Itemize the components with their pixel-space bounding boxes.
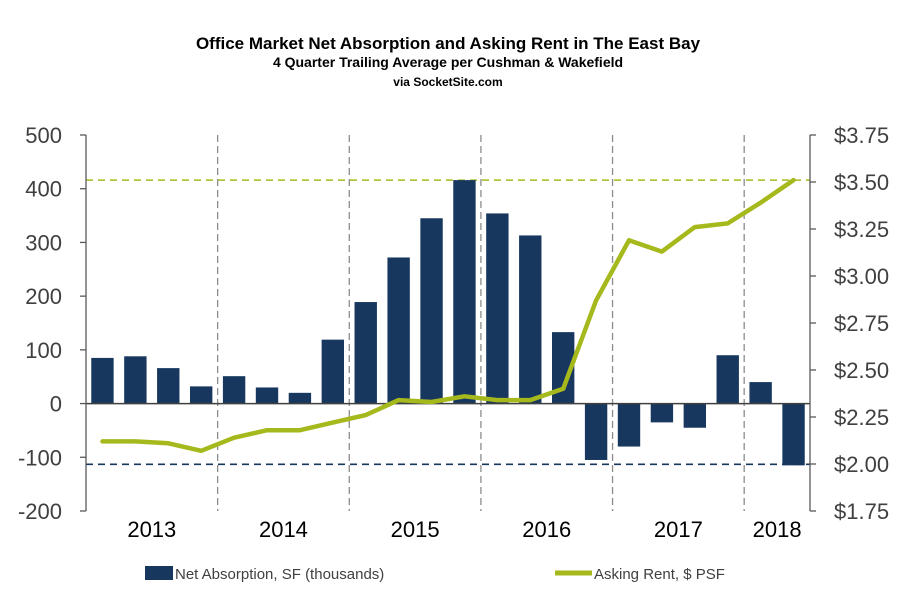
right-tick-label: $2.25 [834, 405, 889, 430]
left-tick-label: -100 [18, 445, 62, 470]
bar [519, 235, 542, 404]
bar [453, 180, 476, 404]
year-labels: 2013 2014 2015 2016 2017 2018 [127, 517, 801, 542]
bar [222, 376, 246, 404]
bar [255, 387, 279, 404]
bar [288, 392, 312, 404]
year-label: 2018 [753, 517, 802, 542]
bar [617, 403, 641, 447]
right-tick-label: $3.75 [834, 123, 889, 148]
chart-source: via SocketSite.com [393, 75, 502, 89]
right-tick-label: $2.75 [834, 311, 889, 336]
year-label: 2014 [259, 517, 308, 542]
bar [551, 332, 575, 404]
bar [321, 339, 345, 404]
left-tick-label: 500 [25, 123, 62, 148]
year-dividers [216, 135, 745, 511]
bar [157, 368, 180, 404]
right-tick-label: $3.50 [834, 170, 889, 195]
right-axis-ticks: $1.75 $2.00 $2.25 $2.50 $2.75 $3.00 $3.25 $3.50… [810, 123, 889, 524]
legend-label-net-absorption: Net Absorption, SF (thousands) [175, 566, 384, 583]
left-tick-label: -200 [18, 499, 62, 524]
chart-title: Office Market Net Absorption and Asking … [196, 34, 701, 53]
legend-swatch-net-absorption [145, 566, 173, 580]
left-axis-ticks: -200 -100 0 100 200 300 400 500 [18, 123, 86, 524]
rent-polyline [100, 177, 796, 454]
bar [124, 356, 147, 404]
right-tick-label: $3.00 [834, 264, 889, 289]
reference-lines [86, 179, 810, 466]
left-tick-label: 200 [25, 284, 62, 309]
axes [85, 135, 811, 511]
bar [387, 257, 410, 404]
year-label: 2013 [127, 517, 176, 542]
bar [354, 302, 377, 404]
bar [782, 403, 805, 466]
legend-label-asking-rent: Asking Rent, $ PSF [594, 566, 725, 583]
absorption-bars [91, 180, 805, 466]
bar [91, 357, 114, 404]
chart-subtitle: 4 Quarter Trailing Average per Cushman &… [273, 54, 623, 70]
bar [584, 403, 608, 460]
bar [749, 382, 772, 404]
bar [420, 218, 443, 404]
left-tick-label: 0 [50, 392, 62, 417]
bar [716, 355, 739, 404]
rent-line [100, 177, 796, 454]
right-tick-label: $3.25 [834, 217, 889, 242]
bar [683, 403, 707, 428]
left-tick-label: 300 [25, 230, 62, 255]
bar [189, 386, 213, 404]
year-label: 2015 [391, 517, 440, 542]
legend: Net Absorption, SF (thousands) Asking Re… [145, 566, 725, 583]
left-tick-label: 400 [25, 177, 62, 202]
year-label: 2017 [654, 517, 703, 542]
right-tick-label: $2.50 [834, 358, 889, 383]
left-tick-label: 100 [25, 338, 62, 363]
right-tick-label: $1.75 [834, 499, 889, 524]
right-tick-label: $2.00 [834, 452, 889, 477]
year-label: 2016 [522, 517, 571, 542]
bar [486, 213, 509, 404]
bar [650, 403, 674, 423]
